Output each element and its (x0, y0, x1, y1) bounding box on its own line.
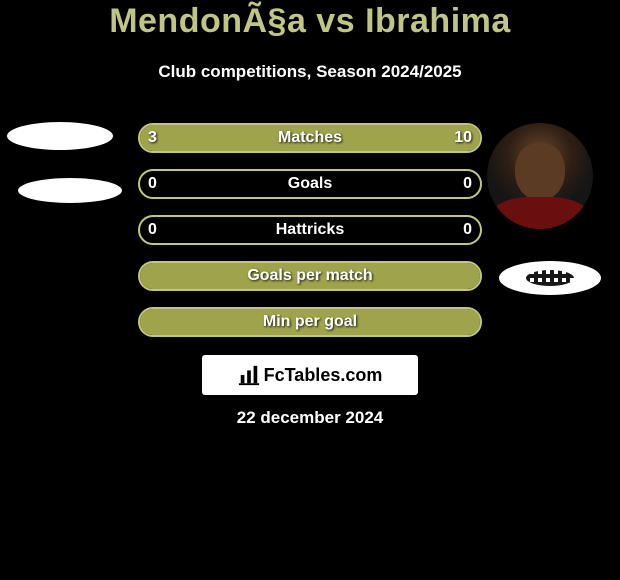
player-left-avatar (7, 122, 113, 150)
stat-bar: Matches310 (138, 123, 482, 153)
stat-bar-track (138, 215, 482, 245)
player-left-club-logo (18, 178, 122, 203)
stat-bar-track (138, 261, 482, 291)
fctables-badge[interactable]: FcTables.com (202, 355, 418, 395)
stat-bar-left-fill (140, 263, 480, 289)
stat-bar: Goals per match (138, 261, 482, 291)
stat-bar: Hattricks00 (138, 215, 482, 245)
stat-bar: Min per goal (138, 307, 482, 337)
page-title: MendonÃ§a vs Ibrahima (0, 2, 620, 41)
stat-bar-left-fill (140, 309, 480, 335)
player-right-avatar (487, 123, 593, 229)
date-text: 22 december 2024 (0, 408, 620, 428)
stat-bar-left-fill (140, 125, 218, 151)
fctables-label: FcTables.com (264, 365, 383, 386)
page-subtitle: Club competitions, Season 2024/2025 (0, 62, 620, 82)
avatar-face (515, 143, 565, 201)
player-right-club-logo (499, 261, 601, 295)
stat-bar-right-fill (218, 125, 480, 151)
stat-bar-track (138, 307, 482, 337)
stat-bar: Goals00 (138, 169, 482, 199)
stat-bar-track (138, 169, 482, 199)
stat-bar-track (138, 123, 482, 153)
bar-chart-icon (238, 364, 260, 386)
